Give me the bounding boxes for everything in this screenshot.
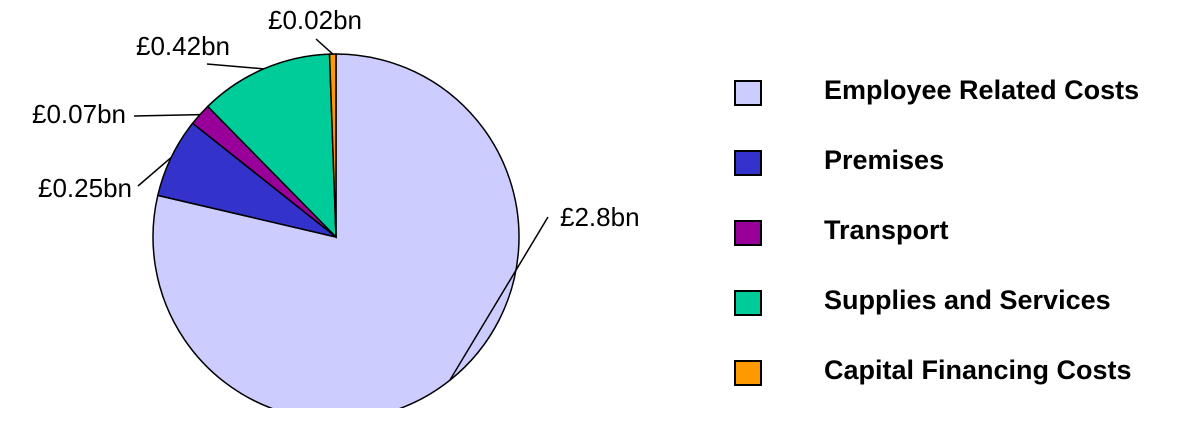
- legend-label-capital-financing-costs: Capital Financing Costs: [824, 355, 1132, 385]
- data-label-premises: £0.25bn: [38, 173, 132, 203]
- leader-line-capital-financing-costs: [315, 38, 334, 55]
- pie-slice-supplies-and-services: [206, 53, 337, 239]
- legend-label-supplies-and-services: Supplies and Services: [824, 285, 1111, 315]
- legend-swatch-transport: [734, 220, 762, 246]
- data-label-supplies-and-services: £0.42bn: [136, 31, 230, 61]
- legend-swatch-employee-related-costs: [734, 80, 762, 106]
- pie-slices: [152, 53, 520, 408]
- legend-swatch-capital-financing-costs: [734, 360, 762, 386]
- leader-line-transport: [133, 113, 200, 117]
- pie-chart: £2.8bn £0.25bn £0.07bn £0.42bn £0.02bn: [32, 5, 640, 408]
- legend-item-employee-related-costs: Employee Related Costs: [734, 72, 1194, 142]
- leader-line-supplies-and-services: [206, 63, 264, 70]
- legend-label-premises: Premises: [824, 145, 945, 175]
- legend-item-supplies-and-services: Supplies and Services: [734, 282, 1194, 352]
- chart-legend: Employee Related Costs Premises Transpor…: [734, 72, 1194, 422]
- data-label-transport: £0.07bn: [32, 99, 126, 129]
- legend-item-transport: Transport: [734, 212, 1194, 282]
- legend-label-transport: Transport: [824, 215, 949, 245]
- leader-line-premises: [137, 156, 172, 187]
- legend-item-capital-financing-costs: Capital Financing Costs: [734, 352, 1194, 422]
- legend-swatch-supplies-and-services: [734, 290, 762, 316]
- legend-item-premises: Premises: [734, 142, 1194, 212]
- data-label-employee-related-costs: £2.8bn: [560, 202, 640, 232]
- leader-line-employee-related-costs: [449, 216, 549, 381]
- data-label-capital-financing-costs: £0.02bn: [268, 5, 362, 35]
- pie-data-labels: £2.8bn £0.25bn £0.07bn £0.42bn £0.02bn: [32, 5, 640, 381]
- legend-swatch-premises: [734, 150, 762, 176]
- legend-label-employee-related-costs: Employee Related Costs: [824, 75, 1140, 105]
